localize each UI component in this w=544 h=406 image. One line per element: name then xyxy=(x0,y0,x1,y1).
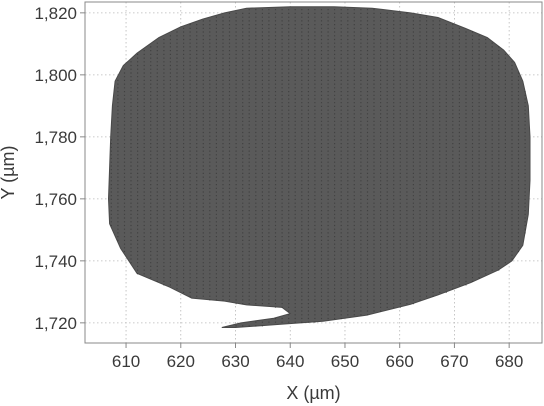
x-tick-label: 670 xyxy=(440,352,468,371)
y-axis-label: Y (µm) xyxy=(0,145,18,199)
x-tick-label: 620 xyxy=(167,352,195,371)
x-tick-label: 640 xyxy=(276,352,304,371)
y-axis-ticks: 1,720 1,740 1,760 1,780 1,800 1,820 xyxy=(34,4,85,333)
y-tick-label: 1,720 xyxy=(34,314,77,333)
x-tick-label: 680 xyxy=(495,352,523,371)
x-axis-label: X (µm) xyxy=(286,383,340,403)
y-tick-label: 1,740 xyxy=(34,252,77,271)
data-points xyxy=(107,6,531,328)
x-tick-label: 610 xyxy=(112,352,140,371)
x-tick-label: 630 xyxy=(221,352,249,371)
x-tick-label: 660 xyxy=(386,352,414,371)
y-tick-label: 1,780 xyxy=(34,128,77,147)
plot-frame xyxy=(84,1,543,344)
x-axis-ticks: 610 620 630 640 650 660 670 680 xyxy=(112,343,523,371)
y-tick-label: 1,820 xyxy=(34,4,77,23)
y-tick-label: 1,800 xyxy=(34,66,77,85)
x-tick-label: 650 xyxy=(331,352,359,371)
y-tick-label: 1,760 xyxy=(34,190,77,209)
region-outline xyxy=(107,6,531,328)
